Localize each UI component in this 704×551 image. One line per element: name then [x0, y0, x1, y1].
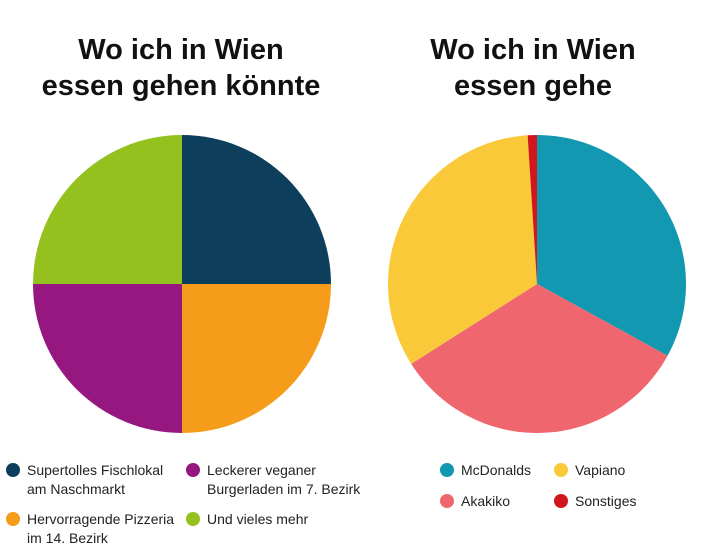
- legend-label-line: Supertolles Fischlokal: [27, 462, 164, 478]
- chart-title-line: essen gehen könnte: [41, 70, 321, 102]
- legend-label: McDonalds: [461, 461, 531, 480]
- legend-left: Supertolles Fischlokal am Naschmarkt Lec…: [6, 461, 360, 548]
- legend-label: Leckerer veganer Burgerladen im 7. Bezir…: [207, 461, 360, 499]
- legend-label: Supertolles Fischlokal am Naschmarkt: [27, 461, 163, 499]
- legend-swatch: [6, 463, 20, 477]
- pie-chart-right: [388, 135, 686, 434]
- legend-label-line: Hervorragende Pizzeria: [27, 511, 175, 527]
- legend-item: McDonalds: [440, 461, 531, 480]
- legend-label-line: McDonalds: [461, 462, 532, 478]
- legend-item: Hervorragende Pizzeria im 14. Bezirk: [6, 510, 174, 548]
- chart-panel-right: Wo ich in Wien essen gehe McDonalds Vapi…: [362, 0, 704, 551]
- chart-title-line: Wo ich in Wien: [430, 34, 636, 66]
- legend-swatch: [186, 512, 200, 526]
- legend-item: Und vieles mehr: [186, 510, 308, 529]
- legend-label: Vapiano: [575, 461, 625, 480]
- pie-slice-und-vieles-mehr: [33, 135, 182, 284]
- legend-swatch: [440, 463, 454, 477]
- legend-item: Akakiko: [440, 492, 510, 511]
- pie-slice-leckerer-veganer-burgerladen-im-7-bezirk: [33, 284, 182, 433]
- legend-label-line: im 14. Bezirk: [27, 530, 108, 546]
- legend-label-line: Und vieles mehr: [207, 511, 309, 527]
- legend-label-line: Burgerladen im 7. Bezirk: [207, 481, 361, 497]
- legend-item: Vapiano: [554, 461, 625, 480]
- legend-swatch: [440, 494, 454, 508]
- legend-item: Sonstiges: [554, 492, 636, 511]
- pie-slice-mcdonalds: [537, 135, 686, 356]
- legend-swatch: [554, 463, 568, 477]
- legend-item: Supertolles Fischlokal am Naschmarkt: [6, 461, 163, 499]
- legend-label-line: Leckerer veganer: [207, 462, 316, 478]
- legend-swatch: [6, 512, 20, 526]
- chart-title-right: Wo ich in Wien essen gehe: [362, 32, 704, 104]
- legend-label: Akakiko: [461, 492, 510, 511]
- pie-slice-vapiano: [388, 135, 537, 364]
- chart-panel-left: Wo ich in Wien essen gehen könnte Supert…: [0, 32, 362, 548]
- legend-label: Und vieles mehr: [207, 510, 308, 529]
- legend-right: McDonalds Vapiano Akakiko Sonstiges: [362, 0, 704, 551]
- legend-label: Hervorragende Pizzeria im 14. Bezirk: [27, 510, 174, 548]
- pie-slice-sonstiges: [527, 135, 537, 284]
- legend-label-line: Akakiko: [461, 493, 511, 509]
- chart-title-line: Wo ich in Wien: [78, 34, 284, 66]
- pie-slice-supertolles-fischlokal-am-naschmarkt: [182, 135, 331, 284]
- legend-swatch: [186, 463, 200, 477]
- legend-label-line: Sonstiges: [575, 493, 637, 509]
- legend-swatch: [554, 494, 568, 508]
- legend-item: Leckerer veganer Burgerladen im 7. Bezir…: [186, 461, 360, 499]
- chart-title-line: essen gehe: [454, 70, 612, 102]
- pie-slice-hervorragende-pizzeria-im-14-bezirk: [182, 284, 331, 433]
- pie-chart-left: [33, 135, 331, 433]
- legend-label-line: am Naschmarkt: [27, 481, 126, 497]
- legend-label-line: Vapiano: [575, 462, 626, 478]
- legend-label: Sonstiges: [575, 492, 636, 511]
- chart-title-left: Wo ich in Wien essen gehen könnte: [0, 32, 362, 104]
- pie-slice-akakiko: [411, 284, 668, 434]
